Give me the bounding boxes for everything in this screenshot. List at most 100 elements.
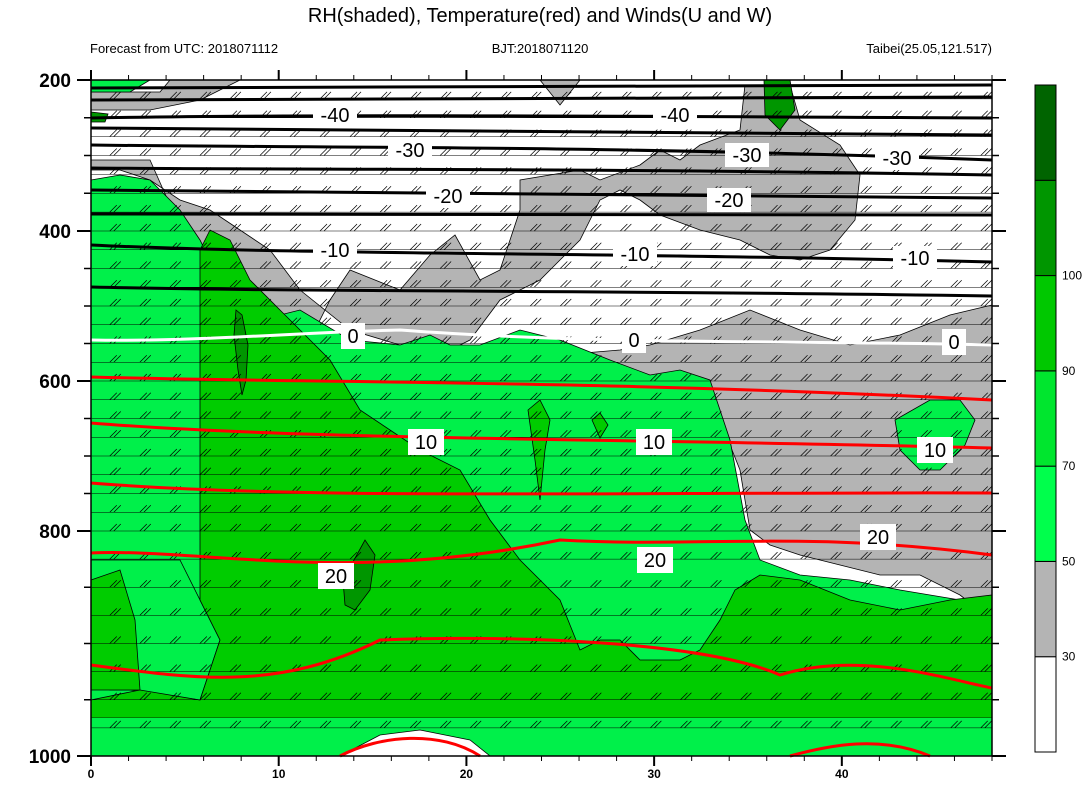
wind-barb — [169, 298, 182, 307]
wind-barb — [950, 430, 962, 438]
wind-barb — [770, 204, 782, 213]
wind-barb — [379, 448, 392, 457]
wind-barb — [109, 505, 122, 513]
wind-barb — [560, 664, 572, 672]
wind-barb — [650, 298, 662, 307]
temp-line-minus5 — [90, 285, 993, 298]
wind-barb — [560, 505, 572, 513]
label-minus10-a: -10 — [313, 238, 357, 262]
wind-barb — [139, 430, 152, 438]
temp-line-5 — [90, 375, 993, 402]
wind-barb — [560, 448, 572, 457]
wind-barb — [950, 580, 962, 588]
wind-barb — [259, 91, 272, 100]
label-minus10-b: -10 — [613, 242, 657, 266]
wind-barb — [950, 505, 962, 513]
wind-barb — [349, 523, 362, 532]
wind-barb — [229, 148, 242, 156]
wind-barb — [379, 411, 392, 419]
wind-barb — [259, 223, 272, 232]
wind-barb — [800, 448, 812, 457]
wind-barb — [590, 280, 602, 288]
wind-barb — [710, 392, 722, 400]
wind-barb — [680, 242, 692, 250]
wind-barb — [620, 204, 632, 213]
wind-barb — [319, 223, 332, 232]
wind-barb — [830, 692, 842, 700]
wind-barb — [319, 336, 332, 344]
wind-barb — [379, 204, 392, 213]
wind-barb — [710, 373, 722, 382]
wind-barb — [439, 392, 452, 400]
wind-barb — [499, 204, 512, 213]
wind-barb — [169, 129, 182, 137]
wind-barb — [469, 298, 482, 307]
wind-barb — [740, 317, 752, 325]
wind-barb — [409, 242, 422, 250]
wind-barb — [289, 242, 302, 250]
wind-barb — [920, 223, 932, 232]
wind-barb — [740, 505, 752, 513]
wind-barb — [890, 505, 902, 513]
wind-barb — [620, 280, 632, 288]
wind-barb — [560, 486, 572, 494]
wind-barb — [560, 580, 572, 588]
wind-barb — [980, 186, 992, 194]
wind-barb — [830, 242, 842, 250]
wind-barb — [890, 608, 902, 616]
wind-barb — [319, 298, 332, 307]
wind-barb — [830, 551, 842, 560]
wind-barb — [469, 448, 482, 457]
wind-barb — [740, 720, 752, 729]
wind-barb — [680, 720, 692, 729]
wind-barb — [169, 505, 182, 513]
wind-barb — [920, 298, 932, 307]
wind-barb — [409, 373, 422, 382]
wind-barb — [319, 664, 332, 672]
wind-barb — [650, 411, 662, 419]
wind-barb — [199, 411, 212, 419]
wind-barb — [499, 551, 512, 560]
wind-barb — [259, 242, 272, 250]
wind-barb — [529, 430, 542, 438]
wind-barb — [860, 280, 872, 288]
wind-barb — [529, 467, 542, 475]
y-tick-label: 200 — [39, 71, 71, 92]
wind-barb — [620, 505, 632, 513]
wind-barb — [950, 373, 962, 382]
wind-barb — [860, 261, 872, 269]
wind-barb — [319, 467, 332, 475]
wind-barb — [169, 692, 182, 700]
wind-barb — [319, 280, 332, 288]
wind-barb — [860, 430, 872, 438]
wind-barb — [980, 411, 992, 419]
wind-barb — [590, 373, 602, 382]
temp-line-0 — [90, 328, 993, 347]
label-minus20-b: -20 — [707, 188, 751, 212]
label-0-b: 0 — [622, 327, 646, 353]
wind-barb — [950, 298, 962, 307]
wind-barb — [349, 505, 362, 513]
label-minus10-b-text: -10 — [621, 244, 650, 266]
wind-barb — [499, 317, 512, 325]
wind-barb — [139, 91, 152, 100]
title-block: RH(shaded), Temperature(red) and Winds(U… — [90, 5, 992, 56]
label-minus10-a-text: -10 — [321, 240, 350, 262]
wind-barb — [229, 261, 242, 269]
wind-barb — [109, 580, 122, 588]
label-20-b-text: 20 — [644, 550, 666, 572]
wind-barb — [259, 392, 272, 400]
wind-barb — [289, 317, 302, 325]
x-tick-label: 10 — [272, 767, 286, 781]
wind-barb — [139, 261, 152, 269]
wind-barb — [620, 223, 632, 232]
wind-barb — [560, 523, 572, 532]
label-20-b: 20 — [637, 547, 673, 573]
wind-barb — [169, 467, 182, 475]
wind-barb — [109, 448, 122, 457]
wind-barb — [620, 523, 632, 532]
wind-barb — [109, 636, 122, 644]
wind-barb — [620, 580, 632, 588]
wind-barb — [710, 692, 722, 700]
wind-barb — [920, 580, 932, 588]
